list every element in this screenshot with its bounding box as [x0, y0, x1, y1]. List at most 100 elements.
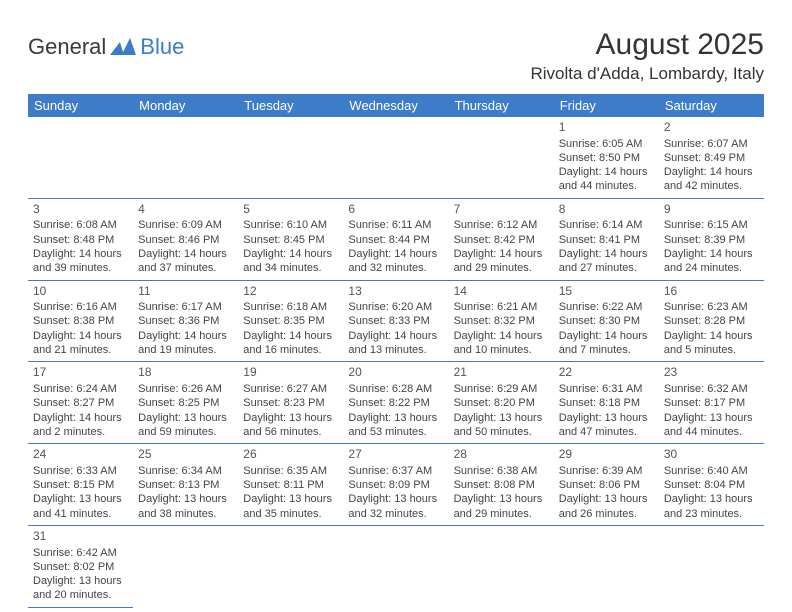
day-number: 21	[454, 365, 549, 381]
daylight-text: Daylight: 14 hours	[33, 247, 128, 261]
sunrise-text: Sunrise: 6:17 AM	[138, 300, 233, 314]
day-number: 16	[664, 284, 759, 300]
daylight-text: and 32 minutes.	[348, 261, 443, 275]
daylight-text: Daylight: 14 hours	[243, 329, 338, 343]
daylight-text: Daylight: 14 hours	[454, 329, 549, 343]
calendar-cell-empty	[343, 117, 448, 198]
daylight-text: Daylight: 14 hours	[33, 411, 128, 425]
daylight-text: Daylight: 13 hours	[664, 411, 759, 425]
calendar-cell-empty	[133, 117, 238, 198]
daylight-text: and 38 minutes.	[138, 507, 233, 521]
logo-text-blue: Blue	[140, 34, 184, 60]
calendar-cell: 20Sunrise: 6:28 AMSunset: 8:22 PMDayligh…	[343, 362, 448, 444]
day-number: 15	[559, 284, 654, 300]
title-block: August 2025 Rivolta d'Adda, Lombardy, It…	[531, 28, 765, 84]
daylight-text: Daylight: 13 hours	[559, 411, 654, 425]
daylight-text: and 44 minutes.	[664, 425, 759, 439]
daylight-text: and 24 minutes.	[664, 261, 759, 275]
sunrise-text: Sunrise: 6:42 AM	[33, 546, 128, 560]
calendar-row: 24Sunrise: 6:33 AMSunset: 8:15 PMDayligh…	[28, 444, 764, 526]
day-number: 13	[348, 284, 443, 300]
sunrise-text: Sunrise: 6:12 AM	[454, 218, 549, 232]
day-number: 11	[138, 284, 233, 300]
calendar-cell: 15Sunrise: 6:22 AMSunset: 8:30 PMDayligh…	[554, 280, 659, 362]
day-number: 5	[243, 202, 338, 218]
daylight-text: Daylight: 14 hours	[559, 247, 654, 261]
calendar-cell: 30Sunrise: 6:40 AMSunset: 8:04 PMDayligh…	[659, 444, 764, 526]
daylight-text: Daylight: 14 hours	[454, 247, 549, 261]
sunrise-text: Sunrise: 6:34 AM	[138, 464, 233, 478]
daylight-text: Daylight: 13 hours	[664, 492, 759, 506]
day-number: 9	[664, 202, 759, 218]
calendar-cell-empty	[449, 117, 554, 198]
calendar-cell: 1Sunrise: 6:05 AMSunset: 8:50 PMDaylight…	[554, 117, 659, 198]
sunrise-text: Sunrise: 6:28 AM	[348, 382, 443, 396]
sunset-text: Sunset: 8:39 PM	[664, 233, 759, 247]
sunrise-text: Sunrise: 6:10 AM	[243, 218, 338, 232]
sunrise-text: Sunrise: 6:15 AM	[664, 218, 759, 232]
sunset-text: Sunset: 8:06 PM	[559, 478, 654, 492]
sunrise-text: Sunrise: 6:14 AM	[559, 218, 654, 232]
daylight-text: Daylight: 14 hours	[348, 247, 443, 261]
calendar-cell-empty	[554, 525, 659, 607]
calendar-cell: 26Sunrise: 6:35 AMSunset: 8:11 PMDayligh…	[238, 444, 343, 526]
day-number: 7	[454, 202, 549, 218]
dayname-thursday: Thursday	[449, 94, 554, 117]
sunset-text: Sunset: 8:44 PM	[348, 233, 443, 247]
sunset-text: Sunset: 8:36 PM	[138, 314, 233, 328]
calendar-cell: 2Sunrise: 6:07 AMSunset: 8:49 PMDaylight…	[659, 117, 764, 198]
sunset-text: Sunset: 8:49 PM	[664, 151, 759, 165]
daylight-text: Daylight: 13 hours	[559, 492, 654, 506]
daylight-text: and 20 minutes.	[33, 588, 128, 602]
daylight-text: and 42 minutes.	[664, 179, 759, 193]
sunset-text: Sunset: 8:33 PM	[348, 314, 443, 328]
daylight-text: and 23 minutes.	[664, 507, 759, 521]
sunset-text: Sunset: 8:13 PM	[138, 478, 233, 492]
calendar-cell: 13Sunrise: 6:20 AMSunset: 8:33 PMDayligh…	[343, 280, 448, 362]
daylight-text: Daylight: 13 hours	[454, 411, 549, 425]
daylight-text: Daylight: 14 hours	[348, 329, 443, 343]
sunrise-text: Sunrise: 6:40 AM	[664, 464, 759, 478]
daylight-text: Daylight: 13 hours	[243, 411, 338, 425]
calendar-cell: 17Sunrise: 6:24 AMSunset: 8:27 PMDayligh…	[28, 362, 133, 444]
sunrise-text: Sunrise: 6:05 AM	[559, 137, 654, 151]
sunset-text: Sunset: 8:38 PM	[33, 314, 128, 328]
calendar-cell: 9Sunrise: 6:15 AMSunset: 8:39 PMDaylight…	[659, 198, 764, 280]
dayname-wednesday: Wednesday	[343, 94, 448, 117]
calendar-cell-empty	[238, 525, 343, 607]
calendar-cell: 10Sunrise: 6:16 AMSunset: 8:38 PMDayligh…	[28, 280, 133, 362]
dayname-sunday: Sunday	[28, 94, 133, 117]
sunrise-text: Sunrise: 6:21 AM	[454, 300, 549, 314]
sunrise-text: Sunrise: 6:09 AM	[138, 218, 233, 232]
daylight-text: and 39 minutes.	[33, 261, 128, 275]
dayname-saturday: Saturday	[659, 94, 764, 117]
sunrise-text: Sunrise: 6:24 AM	[33, 382, 128, 396]
day-number: 26	[243, 447, 338, 463]
calendar-cell-empty	[659, 525, 764, 607]
daylight-text: and 41 minutes.	[33, 507, 128, 521]
calendar-row: 10Sunrise: 6:16 AMSunset: 8:38 PMDayligh…	[28, 280, 764, 362]
sunrise-text: Sunrise: 6:16 AM	[33, 300, 128, 314]
day-number: 1	[559, 120, 654, 136]
day-number: 28	[454, 447, 549, 463]
calendar-cell: 18Sunrise: 6:26 AMSunset: 8:25 PMDayligh…	[133, 362, 238, 444]
calendar-row: 31Sunrise: 6:42 AMSunset: 8:02 PMDayligh…	[28, 525, 764, 607]
sunset-text: Sunset: 8:04 PM	[664, 478, 759, 492]
sunrise-text: Sunrise: 6:29 AM	[454, 382, 549, 396]
sunset-text: Sunset: 8:42 PM	[454, 233, 549, 247]
sunset-text: Sunset: 8:11 PM	[243, 478, 338, 492]
sunrise-text: Sunrise: 6:18 AM	[243, 300, 338, 314]
daylight-text: Daylight: 13 hours	[454, 492, 549, 506]
daylight-text: and 35 minutes.	[243, 507, 338, 521]
daylight-text: and 29 minutes.	[454, 261, 549, 275]
daylight-text: and 56 minutes.	[243, 425, 338, 439]
sunset-text: Sunset: 8:41 PM	[559, 233, 654, 247]
daylight-text: and 37 minutes.	[138, 261, 233, 275]
sunset-text: Sunset: 8:17 PM	[664, 396, 759, 410]
daylight-text: and 16 minutes.	[243, 343, 338, 357]
daylight-text: and 7 minutes.	[559, 343, 654, 357]
calendar-cell-empty	[343, 525, 448, 607]
day-number: 4	[138, 202, 233, 218]
sunset-text: Sunset: 8:15 PM	[33, 478, 128, 492]
day-number: 2	[664, 120, 759, 136]
